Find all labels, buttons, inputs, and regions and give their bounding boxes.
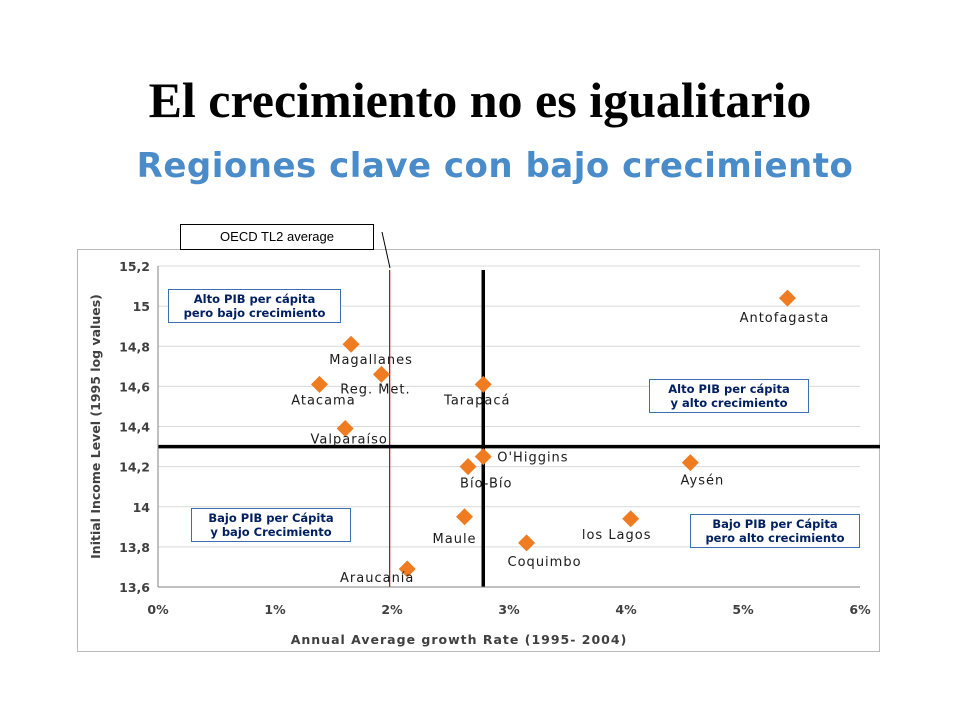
quadrant-box-bottom-left: Bajo PIB per Cápita y bajo Crecimiento [191,508,351,542]
slide-title: El crecimiento no es igualitario [148,72,812,128]
quadrant-box-top-right: Alto PIB per cápita y alto crecimiento [649,379,809,413]
y-tick-label: 14,6 [119,379,150,394]
point-label: Coquimbo [508,555,582,570]
point-label: Tarapacá [443,393,510,408]
scatter-chart: 13,6 13,8 14 14,2 14,4 14,6 14,8 15 15,2 0% 1% 2% 3%… [88,259,880,647]
quadrant-line: y bajo Crecimiento [210,525,332,539]
quadrant-box-top-left: Alto PIB per cápita pero bajo crecimient… [168,289,341,323]
data-point [456,508,474,526]
point-label: Magallanes [329,353,413,368]
quadrant-line: Bajo PIB per Cápita [208,511,334,525]
oecd-annotation-box: OECD TL2 average [180,224,374,250]
data-point [474,448,492,466]
x-tick-label: 5% [732,602,754,617]
data-point [310,375,328,393]
point-label: Valparaíso [311,433,388,448]
quadrant-line: pero bajo crecimiento [183,306,326,320]
point-label: Araucanía [340,571,414,586]
x-tick-label: 3% [498,602,520,617]
x-axis-title: Annual Average growth Rate (1995- 2004) [291,632,628,647]
data-point [336,420,354,438]
y-tick-label: 15,2 [119,259,150,274]
y-tick-label: 15 [133,299,150,314]
point-label: Bío-Bío [460,477,512,492]
quadrant-line: Alto PIB per cápita [193,292,316,306]
x-tick-label: 2% [381,602,403,617]
quadrant-line: y alto crecimiento [670,396,788,410]
y-tick-label: 14 [133,500,151,515]
point-label: Antofagasta [740,311,830,326]
point-label: los Lagos [582,528,652,543]
point-label: Reg. Met. [340,382,410,397]
x-tick-label: 0% [147,602,169,617]
y-axis-title: Initial Income Level (1995 log values) [88,294,103,559]
data-points [310,289,796,578]
x-tick-label: 4% [615,602,637,617]
data-point [372,365,390,383]
quadrant-box-bottom-right: Bajo PIB per Cápita pero alto crecimient… [690,514,860,548]
x-tick-label: 6% [849,602,871,617]
y-tick-label: 14,8 [119,339,150,354]
x-tick-label: 1% [264,602,286,617]
point-label: O'Higgins [497,451,568,466]
quadrant-line: Alto PIB per cápita [668,382,790,396]
data-point [459,458,477,476]
quadrant-line: Bajo PIB per Cápita [712,517,838,531]
axis-layer: 13,6 13,8 14 14,2 14,4 14,6 14,8 15 15,2 0% 1% 2% 3%… [88,259,871,647]
point-label: Atacama [291,393,355,408]
chart-subtitle: Regiones clave con bajo crecimiento [136,146,854,186]
data-point [778,289,796,307]
reference-lines [158,270,880,587]
y-tick-label: 14,4 [119,420,150,435]
y-tick-label: 13,6 [119,580,150,595]
data-point [398,560,416,578]
data-point [622,510,640,528]
chart-frame: 13,6 13,8 14 14,2 14,4 14,6 14,8 15 15,2 0% 1% 2% 3%… [77,249,880,652]
data-point [474,375,492,393]
point-label: Maule [433,532,477,547]
y-tick-label: 14,2 [119,460,150,475]
y-tick-label: 13,8 [119,540,150,555]
quadrant-line: pero alto crecimiento [705,531,845,545]
grid-layer [158,265,860,588]
data-point [342,335,360,353]
data-point [518,534,536,552]
point-labels: Antofagasta Magallanes Reg. Met.Atacama Tar… [291,311,830,586]
data-point [681,454,699,472]
point-label: Aysén [680,474,724,489]
